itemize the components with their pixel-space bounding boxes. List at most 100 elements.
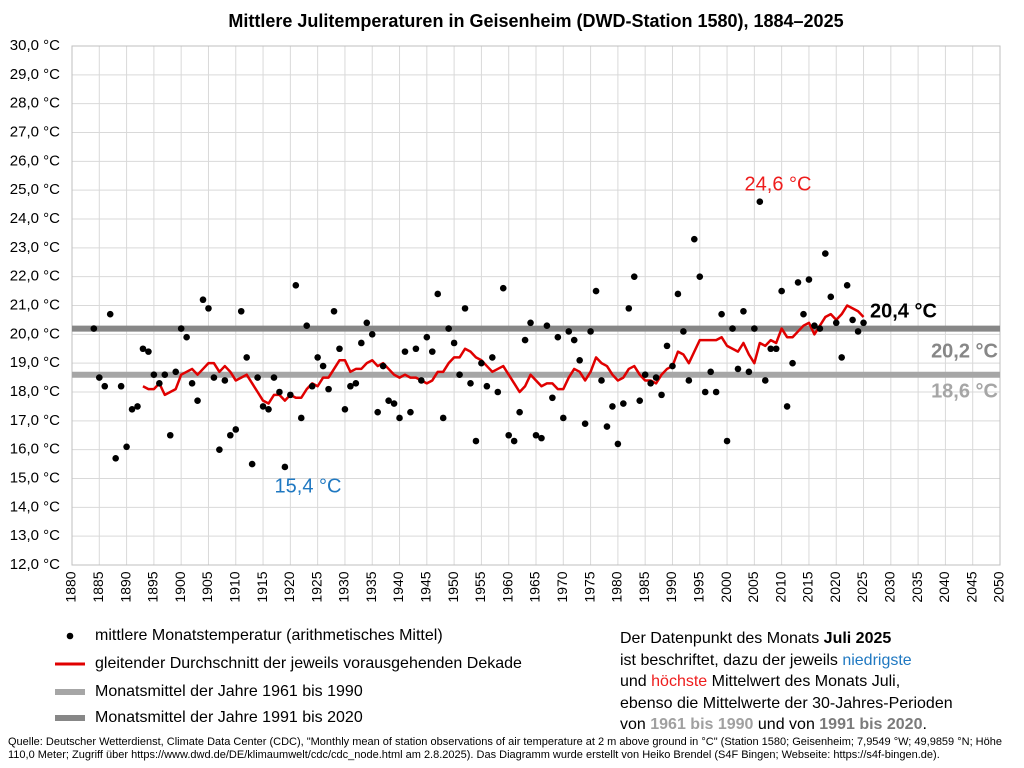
note-text: und von — [753, 716, 820, 733]
note-text: Juli 2025 — [823, 630, 892, 647]
x-tick-label: 1880 — [63, 571, 79, 602]
y-tick-label: 22,0 °C — [10, 268, 60, 285]
data-point — [183, 333, 190, 341]
data-point — [117, 382, 125, 390]
note-text: und — [620, 673, 652, 690]
data-point — [177, 325, 185, 332]
data-point — [800, 310, 807, 318]
data-point — [237, 307, 245, 315]
data-point — [521, 336, 529, 344]
legend-label: Monatsmittel der Jahre 1991 bis 2020 — [95, 709, 363, 726]
note-text: von — [620, 716, 651, 733]
data-point — [128, 406, 136, 413]
data-point — [150, 371, 158, 379]
data-point — [450, 339, 458, 347]
data-point — [308, 382, 316, 390]
x-tick-label: 2030 — [882, 571, 898, 602]
data-point — [134, 403, 141, 410]
data-point — [95, 374, 103, 381]
data-point — [647, 380, 654, 387]
x-tick-label: 1895 — [145, 571, 161, 602]
data-point — [712, 388, 720, 396]
x-tick-label: 1905 — [199, 571, 215, 602]
data-point — [101, 382, 109, 390]
data-point — [620, 400, 627, 407]
y-tick-label: 24,0 °C — [10, 210, 60, 227]
data-point — [325, 385, 332, 393]
data-point — [734, 365, 742, 373]
data-point — [532, 431, 540, 439]
data-point — [494, 388, 502, 396]
data-point — [423, 333, 431, 341]
chart-title: Mittlere Julitemperaturen in Geisenheim … — [228, 11, 843, 31]
data-point — [489, 354, 496, 361]
data-point — [467, 380, 474, 387]
y-tick-label: 29,0 °C — [10, 66, 60, 83]
x-tick-label: 1970 — [554, 571, 570, 602]
x-tick-label: 1975 — [581, 571, 597, 602]
y-tick-label: 20,0 °C — [10, 325, 60, 342]
data-point — [390, 400, 398, 407]
data-point — [663, 342, 671, 350]
y-tick-label: 21,0 °C — [10, 296, 60, 313]
data-point — [745, 368, 753, 376]
data-point — [843, 282, 851, 289]
data-point — [336, 345, 343, 353]
data-point — [559, 414, 567, 422]
x-tick-label: 1910 — [226, 571, 242, 602]
note: Der Datenpunkt des Monats Juli 2025 ist … — [620, 628, 953, 736]
x-tick-label: 2035 — [909, 571, 925, 602]
data-point — [614, 440, 622, 448]
note-text: Mittelwert des Monats Juli, — [707, 673, 901, 690]
data-point — [767, 345, 775, 353]
x-tick-label: 1990 — [663, 571, 679, 602]
data-point — [161, 371, 169, 379]
data-point — [751, 325, 758, 332]
data-point — [685, 377, 693, 384]
x-tick-label: 1900 — [172, 571, 188, 602]
data-point — [199, 296, 207, 304]
x-tick-label: 2015 — [800, 571, 816, 602]
data-point — [287, 391, 294, 399]
y-tick-label: 12,0 °C — [10, 556, 60, 573]
data-point — [538, 434, 545, 442]
x-tick-label: 1965 — [527, 571, 543, 602]
data-point — [194, 397, 201, 404]
data-point — [658, 391, 665, 399]
data-point — [139, 345, 147, 353]
data-point — [172, 368, 180, 376]
x-tick-label: 1960 — [499, 571, 515, 602]
data-point — [499, 284, 507, 292]
data-point — [761, 377, 769, 384]
x-tick-label: 2050 — [991, 571, 1007, 602]
data-point — [418, 377, 425, 384]
data-point — [680, 328, 687, 335]
data-point — [166, 431, 174, 439]
data-point — [428, 348, 436, 355]
data-point — [778, 287, 785, 295]
x-tick-label: 1955 — [472, 571, 488, 602]
data-point — [434, 290, 442, 298]
data-point — [265, 406, 272, 413]
data-point — [292, 282, 300, 289]
note-text: 1961 bis 1990 — [650, 716, 754, 733]
data-point — [805, 276, 813, 283]
x-tick-label: 1945 — [418, 571, 434, 602]
x-tick-label: 1890 — [117, 571, 133, 602]
data-point — [188, 380, 196, 387]
data-point — [352, 380, 360, 387]
data-point — [707, 368, 714, 376]
data-point — [587, 328, 594, 335]
data-point — [756, 198, 764, 205]
data-point — [603, 423, 611, 430]
x-tick-label: 2005 — [745, 571, 761, 602]
data-point — [232, 426, 240, 433]
data-point — [554, 333, 562, 341]
data-point — [516, 408, 523, 416]
y-tick-label: 26,0 °C — [10, 152, 60, 169]
data-point — [396, 414, 403, 422]
moving-average-line — [142, 304, 865, 405]
x-tick-label: 1885 — [90, 571, 106, 602]
data-point — [794, 279, 802, 286]
x-tick-label: 1915 — [254, 571, 270, 602]
